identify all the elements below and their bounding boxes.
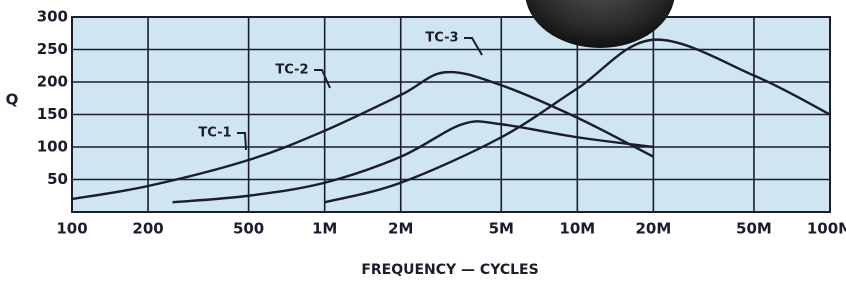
series-label: TC-3 — [425, 31, 458, 46]
chart: Q FREQUENCY — CYCLES 100 200 500 1M 2M 5M 10M 2… — [0, 0, 846, 284]
x-tick-label: 10M — [559, 220, 595, 238]
y-tick-label: 200 — [37, 73, 68, 91]
y-tick-label: 50 — [47, 170, 68, 188]
y-tick-label: 300 — [37, 8, 68, 26]
y-tick-label: 250 — [37, 40, 68, 58]
x-tick-label: 200 — [132, 220, 163, 238]
series-label: TC-2 — [275, 63, 308, 78]
x-tick-label: 20M — [635, 220, 671, 238]
x-axis-label: FREQUENCY — CYCLES — [361, 262, 538, 278]
x-tick-label: 50M — [736, 220, 772, 238]
x-tick-label: 5M — [489, 220, 514, 238]
x-tick-label: 100 — [56, 220, 87, 238]
x-tick-label: 100M — [807, 220, 846, 238]
x-tick-label: 500 — [233, 220, 264, 238]
y-axis-label: Q — [6, 91, 19, 109]
x-tick-label: 2M — [388, 220, 413, 238]
x-tick-label: 1M — [312, 220, 337, 238]
y-tick-label: 150 — [37, 105, 68, 123]
series-label: TC-1 — [198, 126, 231, 141]
y-tick-label: 100 — [37, 138, 68, 156]
